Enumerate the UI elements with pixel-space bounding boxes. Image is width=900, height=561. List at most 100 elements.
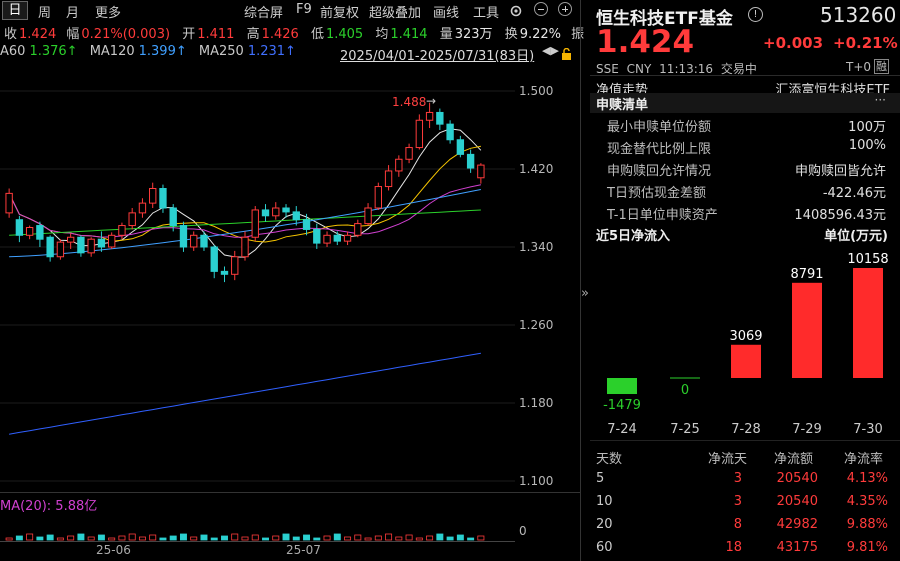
volume-bar (426, 535, 434, 541)
volume-bar (251, 534, 259, 541)
stats-rate: 9.81% (846, 540, 888, 555)
open-label: 开 (182, 27, 196, 42)
stats-rate: 4.13% (846, 471, 888, 486)
ma20-line (8, 184, 481, 238)
volume-bar (26, 533, 34, 541)
creation-row: T-1日单位申赎资产 1408596.43元 (590, 204, 900, 226)
volume-bar (169, 535, 177, 541)
settings-icon[interactable] (509, 3, 523, 17)
volume-bar (56, 537, 64, 541)
candlestick-chart[interactable] (0, 62, 515, 492)
tab-month[interactable]: 月 (66, 6, 80, 21)
candle-body (374, 186, 382, 209)
candle-body (46, 236, 54, 258)
ma10-line (8, 145, 481, 243)
change-value: 0.21%(0.003) (81, 27, 171, 42)
volume-bar (179, 533, 187, 541)
candle-body (302, 219, 311, 230)
tab-day[interactable]: 日 (2, 1, 28, 20)
range-arrows-icon[interactable]: ◀▶ (542, 44, 559, 57)
trading-status: 交易中 (720, 62, 757, 76)
collapse-panel-button[interactable]: » (581, 286, 589, 301)
low-label: 低 (310, 27, 324, 42)
row-key: 申购赎回允许情况 (607, 164, 712, 179)
volume-chart (5, 533, 485, 541)
ma120-label: MA120 (89, 44, 135, 59)
high-value: 1.426 (261, 27, 299, 42)
candle-body (343, 234, 352, 242)
volume-bar (333, 533, 341, 541)
volume-bar (354, 534, 362, 541)
volume-bar (67, 535, 75, 541)
inflow-value: 0 (681, 383, 689, 398)
inflow-bar (607, 378, 637, 395)
tool-f9[interactable]: F9 (296, 2, 312, 17)
tool-overlay[interactable]: 超级叠加 (369, 6, 422, 21)
stats-amount: 20540 (776, 471, 818, 486)
candle-body (333, 234, 341, 242)
candle-body (241, 236, 249, 258)
turn-label: 换 (504, 27, 518, 42)
stats-col-days: 天数 (596, 452, 623, 467)
candle-body (436, 111, 444, 125)
tab-more[interactable]: 更多 (95, 6, 122, 21)
margin-badge: 融 (874, 59, 889, 74)
y-tick-1180: 1.180 (519, 396, 554, 410)
volume-bar (5, 537, 13, 541)
inflow-date: 7-24 (607, 422, 637, 437)
row-key: T日预估现金差额 (607, 186, 706, 201)
stats-amount: 20540 (776, 494, 818, 509)
candle-body (138, 202, 147, 214)
ma60-line (9, 209, 481, 236)
volume-bar (374, 535, 382, 541)
candle-body (220, 270, 229, 275)
volume-bar (467, 537, 475, 541)
tool-overview[interactable]: 综合屏 (244, 6, 284, 21)
high-marker-label: 1.488 (392, 95, 427, 109)
candle-body (272, 207, 280, 217)
exchange: SSE (596, 62, 619, 76)
candle-body (261, 209, 270, 217)
vol-label: 量 (439, 27, 453, 42)
flow-unit: 单位(万元) (824, 229, 888, 244)
inflow-date: 7-25 (670, 422, 700, 437)
candle-body (251, 209, 259, 238)
price-change: +0.003 (763, 34, 824, 52)
stats-rate: 9.88% (846, 517, 888, 532)
date-range[interactable]: 2025/04/01-2025/07/31(83日) (340, 49, 535, 64)
inflow-date: 7-30 (853, 422, 883, 437)
candle-body (415, 119, 424, 149)
candle-body (210, 246, 218, 272)
row-value: 100万 (848, 120, 886, 135)
info-icon[interactable]: ! (748, 7, 763, 22)
high-marker-arrow: → (426, 94, 437, 108)
candle-body (25, 227, 34, 236)
volume-bar (344, 536, 352, 541)
volume-bar (282, 533, 290, 541)
row-divider (590, 75, 900, 76)
minus-icon[interactable] (534, 2, 548, 16)
inflow-value: 10158 (847, 252, 888, 267)
volume-bar (303, 534, 311, 541)
row-key: 最小申赎单位份额 (607, 120, 712, 135)
plus-icon[interactable] (558, 2, 572, 16)
creation-more-button[interactable]: ··· (874, 93, 886, 107)
candle-body (108, 234, 116, 248)
volume-bar (436, 533, 444, 541)
candle-body (313, 228, 321, 244)
tool-tools[interactable]: 工具 (473, 6, 500, 21)
candle-body (97, 238, 106, 248)
y-tick-1260: 1.260 (519, 318, 554, 332)
ma60-value: 1.376↑ (29, 44, 78, 59)
tool-draw[interactable]: 画线 (433, 6, 460, 21)
row-value: 申购赎回皆允许 (794, 164, 886, 179)
stats-col-flow-days: 净流天 (708, 452, 748, 467)
price-change-pct: +0.21% (833, 34, 898, 52)
volume-bar (159, 537, 167, 541)
creation-row: 申购赎回允许情况 申购赎回皆允许 (590, 160, 900, 182)
tool-adjust[interactable]: 前复权 (320, 6, 360, 21)
lock-icon[interactable] (561, 45, 572, 60)
net-inflow-chart: -1479 7-24 0 7-25 3069 7-28 8791 7-29 10158 7-30 (603, 252, 889, 437)
tab-week[interactable]: 周 (38, 6, 52, 21)
volume-bar (446, 536, 454, 541)
